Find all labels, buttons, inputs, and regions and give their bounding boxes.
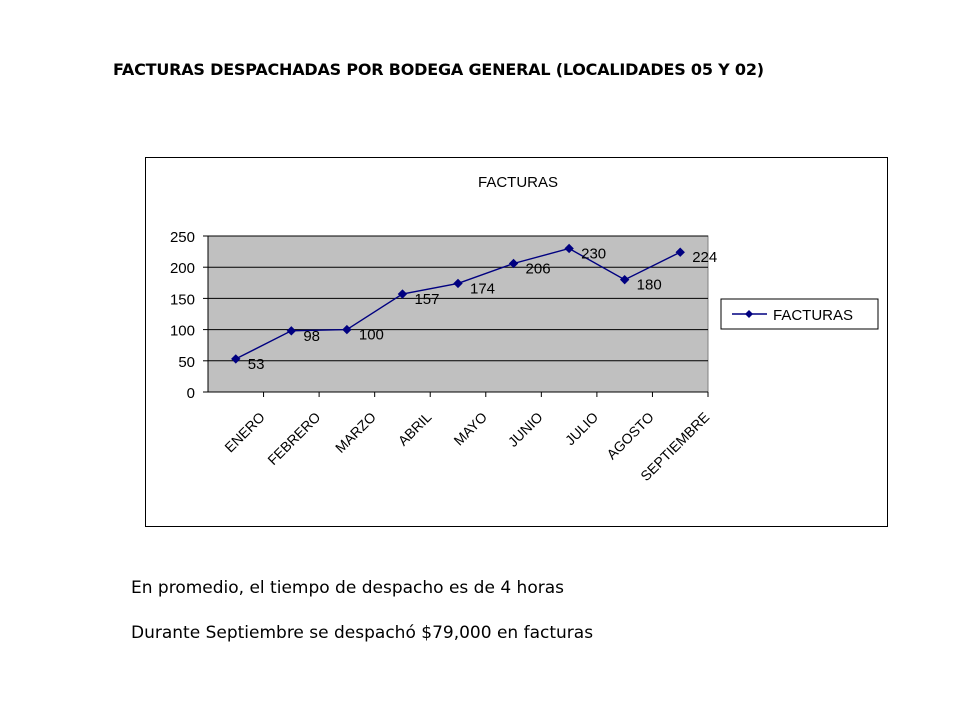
x-tick-label: ENERO (221, 409, 268, 456)
data-label: 174 (470, 280, 495, 297)
data-point-marker (619, 274, 630, 285)
data-label: 53 (248, 356, 265, 373)
data-label: 100 (359, 327, 384, 344)
data-point-marker (675, 247, 685, 257)
data-label: 157 (414, 291, 439, 308)
data-label: 98 (303, 328, 320, 345)
data-label: 180 (637, 277, 662, 294)
x-tick-label: MAYO (450, 409, 490, 449)
legend-marker (745, 310, 753, 318)
y-tick-label: 100 (170, 323, 195, 340)
data-label: 206 (526, 260, 551, 277)
data-point-marker (453, 278, 463, 289)
y-tick-label: 0 (187, 385, 195, 402)
x-tick-label: JUNIO (505, 409, 546, 450)
x-tick-label: ABRIL (395, 409, 435, 449)
data-point-marker (286, 326, 297, 336)
chart-title: FACTURAS (478, 174, 558, 191)
data-label: 224 (692, 249, 717, 266)
x-tick-label: AGOSTO (603, 409, 657, 463)
y-tick-label: 50 (178, 354, 195, 371)
y-tick-label: 250 (170, 229, 195, 246)
x-tick-label: FEBRERO (264, 409, 323, 468)
y-tick-label: 150 (170, 291, 195, 308)
data-point-marker (564, 243, 574, 254)
plot-background (207, 235, 709, 393)
x-tick-label: MARZO (332, 409, 379, 456)
note-september-amount: Durante Septiembre se despachó $79,000 e… (131, 623, 594, 643)
legend-label: FACTURAS (773, 307, 853, 324)
page-title: FACTURAS DESPACHADAS POR BODEGA GENERAL … (113, 60, 764, 79)
note-dispatch-time: En promedio, el tiempo de despacho es de… (131, 578, 564, 598)
data-point-marker (397, 289, 408, 299)
data-point-marker (231, 354, 241, 364)
data-point-marker (342, 324, 352, 335)
y-tick-label: 200 (170, 260, 195, 277)
chart-frame: FACTURAS 0 50 100 150 200 250 ENERO FEBRERO MARZ… (145, 157, 888, 527)
data-point-marker (508, 258, 519, 269)
x-tick-label: JULIO (562, 409, 601, 448)
legend: FACTURAS (720, 298, 879, 330)
data-label: 230 (581, 245, 606, 262)
